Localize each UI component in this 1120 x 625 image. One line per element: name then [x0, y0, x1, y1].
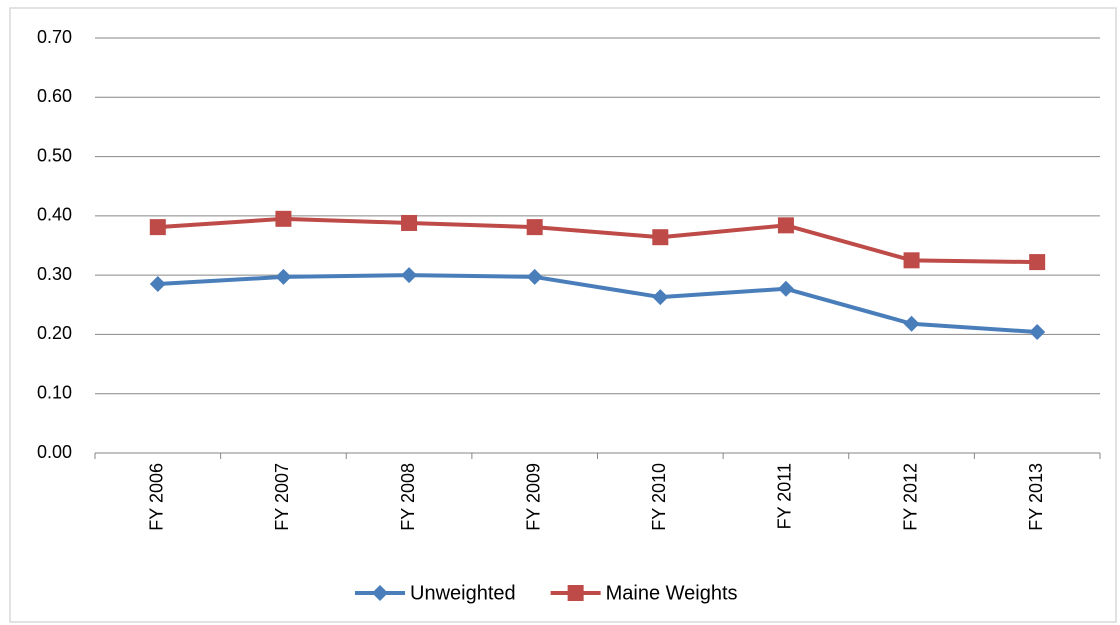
data-point — [777, 217, 794, 234]
data-point — [903, 315, 920, 332]
legend-label: Unweighted — [410, 582, 516, 604]
y-tick-label: 0.50 — [37, 145, 72, 165]
x-tick-label: FY 2006 — [147, 463, 167, 531]
data-point — [777, 280, 794, 297]
data-point — [1029, 254, 1046, 271]
legend-marker — [372, 585, 388, 601]
series-line — [157, 273, 1038, 335]
data-point — [526, 268, 543, 285]
data-point — [401, 214, 418, 231]
x-tick-label: FY 2011 — [775, 463, 795, 529]
y-tick-label: 0.00 — [37, 442, 72, 462]
data-point — [526, 219, 543, 236]
data-point — [903, 252, 920, 269]
data-point — [149, 219, 166, 236]
data-point — [275, 268, 292, 285]
data-point — [652, 289, 669, 306]
x-tick-label: FY 2009 — [523, 463, 543, 531]
y-tick-label: 0.60 — [37, 86, 72, 106]
x-tick-label: FY 2013 — [1026, 463, 1046, 531]
chart-border — [9, 7, 1117, 623]
data-point — [1029, 324, 1046, 341]
series-line — [157, 216, 1038, 265]
x-tick-label: FY 2007 — [272, 463, 292, 531]
y-tick-label: 0.20 — [37, 323, 72, 343]
x-tick-label: FY 2010 — [649, 463, 669, 531]
y-tick-label: 0.10 — [37, 382, 72, 402]
legend-marker — [567, 585, 584, 601]
x-tick-label: FY 2008 — [398, 463, 418, 531]
data-point — [275, 210, 292, 227]
data-point — [401, 267, 418, 284]
data-point — [149, 276, 166, 293]
data-point — [652, 229, 669, 246]
y-tick-label: 0.70 — [37, 27, 72, 47]
y-tick-label: 0.40 — [37, 205, 72, 225]
y-tick-label: 0.30 — [37, 264, 72, 284]
x-tick-label: FY 2012 — [900, 463, 920, 531]
legend-label: Maine Weights — [606, 582, 738, 604]
